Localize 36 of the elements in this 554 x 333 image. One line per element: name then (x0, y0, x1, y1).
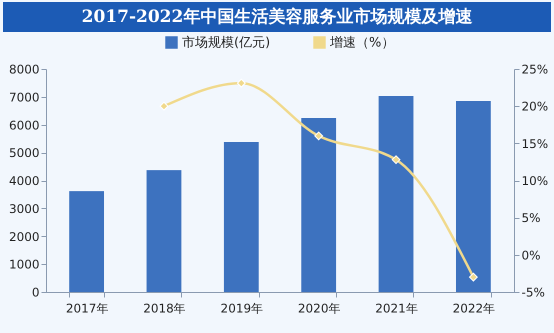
y-tick-label: 6000 (8, 118, 40, 132)
x-tick-label: 2022年 (452, 302, 496, 316)
y-tick-label: 7000 (8, 90, 40, 104)
point (314, 132, 324, 140)
bar (378, 96, 414, 292)
bar (69, 191, 104, 292)
y2-tick-label: 0% (522, 248, 541, 262)
y-tick-label: 3000 (8, 202, 40, 216)
x-tick-label: 2019年 (220, 302, 264, 316)
chart-title: 2017-2022年中国生活美容服务业市场规模及增速 (3, 2, 551, 32)
x-tick-label: 2018年 (143, 302, 186, 316)
y2-tick-label: 10% (522, 174, 548, 188)
point (160, 102, 168, 111)
y2-tick-label: -5% (522, 286, 545, 300)
x-tick-label: 2020年 (298, 302, 340, 316)
y2-tick-label: 20% (522, 100, 548, 114)
y-tick-label: 2000 (8, 230, 40, 244)
legend-label: 市场规模(亿元) (182, 36, 270, 51)
x-tick-label: 2021年 (375, 302, 418, 316)
y-tick-label: 5000 (8, 146, 40, 160)
point (392, 155, 400, 164)
y-tick-label: 0 (32, 286, 40, 300)
bar (301, 118, 336, 292)
x-tick-label: 2017年 (66, 302, 108, 316)
bar (456, 101, 491, 292)
y2-tick-label: 15% (522, 136, 548, 151)
y2-tick-label: 25% (522, 62, 548, 76)
y2-tick-label: 5% (522, 211, 541, 226)
bar (224, 142, 259, 292)
point (236, 78, 246, 88)
legend-label: 增速（%） (329, 36, 394, 51)
y-tick-label: 8000 (8, 62, 40, 76)
y-tick-label: 1000 (8, 258, 40, 272)
bar (146, 170, 182, 292)
y-tick-label: 4000 (8, 174, 40, 188)
point (469, 272, 478, 282)
